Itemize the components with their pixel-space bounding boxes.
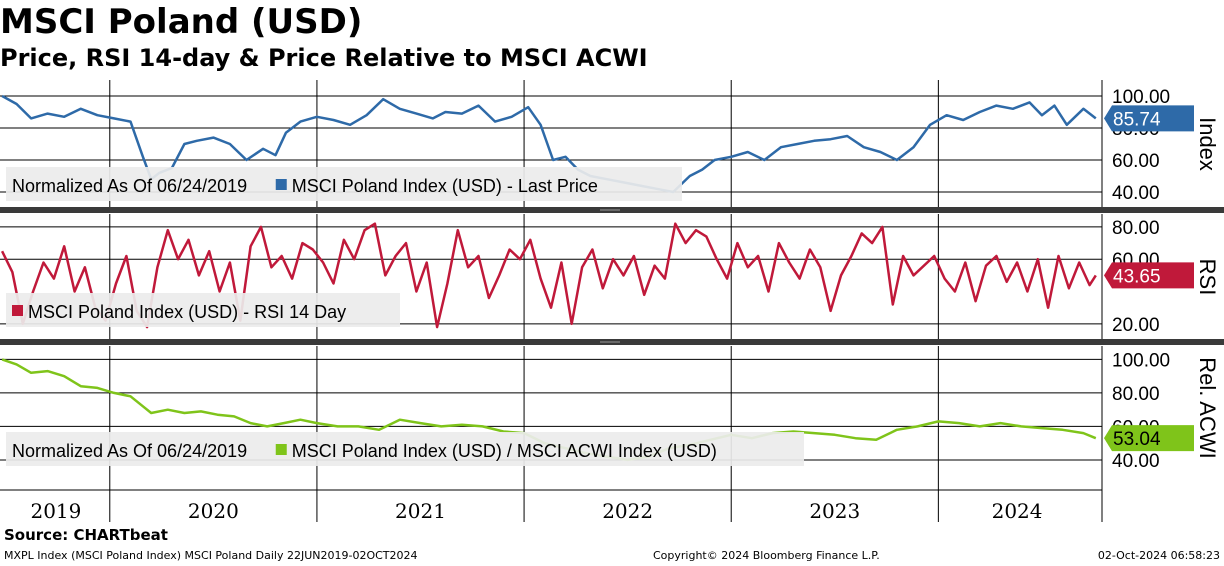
legend-price: Normalized As Of 06/24/2019 MSCI Poland I…: [6, 167, 682, 201]
legend-label-rsi-0: MSCI Poland Index (USD) - RSI 14 Day: [28, 302, 346, 322]
last-value-text-relative: 53.04: [1113, 429, 1161, 450]
year-label-2023: 2023: [809, 499, 860, 523]
legend-box-price: [6, 167, 682, 201]
legend-swatch-rsi: [12, 305, 23, 316]
legend-label-price-0: Normalized As Of 06/24/2019: [12, 176, 247, 196]
last-value-text-rsi: 43.65: [1113, 266, 1161, 287]
year-label-2024: 2024: [992, 499, 1043, 523]
legend-rsi: MSCI Poland Index (USD) - RSI 14 Day: [6, 293, 400, 327]
legend-box-relative: [6, 432, 804, 466]
legend-swatch-price: [275, 179, 287, 190]
legend-box-rsi: [6, 293, 400, 327]
page-subtitle: Price, RSI 14-day & Price Relative to MS…: [0, 44, 648, 72]
last-value-text-price: 85.74: [1113, 109, 1161, 130]
year-label-2019: 2019: [30, 499, 81, 523]
series-line-relative: [1, 358, 1097, 462]
axis-title-price: Index: [1195, 117, 1220, 171]
legend-swatch-relative: [275, 444, 287, 455]
ytick-label-rsi-0: 80.00: [1112, 218, 1160, 239]
year-label-2020: 2020: [188, 499, 239, 523]
axis-title-relative: Rel. ACWI: [1195, 357, 1220, 458]
ytick-label-price-0: 100.00: [1112, 87, 1170, 108]
ytick-label-relative-0: 100.00: [1112, 350, 1170, 371]
page-title: MSCI Poland (USD): [0, 2, 363, 42]
last-value-badge-rsi: [1104, 262, 1194, 289]
year-label-2022: 2022: [602, 499, 653, 523]
ytick-label-rsi-2: 20.00: [1112, 315, 1160, 336]
last-value-badge-relative: [1104, 425, 1194, 452]
footer-copyright: Copyright© 2024 Bloomberg Finance L.P.: [653, 549, 880, 562]
ytick-label-relative-3: 40.00: [1112, 451, 1160, 472]
legend-relative: Normalized As Of 06/24/2019 MSCI Poland I…: [6, 432, 804, 466]
legend-label-relative-0: Normalized As Of 06/24/2019: [12, 441, 247, 461]
last-value-badge-price: [1104, 105, 1194, 132]
legend-label-relative-1: MSCI Poland Index (USD) / MSCI ACWI Inde…: [292, 441, 717, 461]
ytick-label-price-3: 40.00: [1112, 183, 1160, 204]
footer-ticker-info: MXPL Index (MSCI Poland Index) MSCI Pola…: [4, 549, 418, 562]
ytick-label-price-2: 60.00: [1112, 151, 1160, 172]
axis-title-rsi: RSI: [1195, 259, 1220, 296]
legend-label-price-1: MSCI Poland Index (USD) - Last Price: [292, 176, 598, 196]
year-label-2021: 2021: [395, 499, 446, 523]
ytick-label-relative-1: 80.00: [1112, 384, 1160, 405]
series-line-rsi: [0, 222, 1097, 329]
footer-timestamp: 02-Oct-2024 06:58:23: [1097, 549, 1220, 562]
source-label: Source: CHARTbeat: [4, 526, 168, 544]
